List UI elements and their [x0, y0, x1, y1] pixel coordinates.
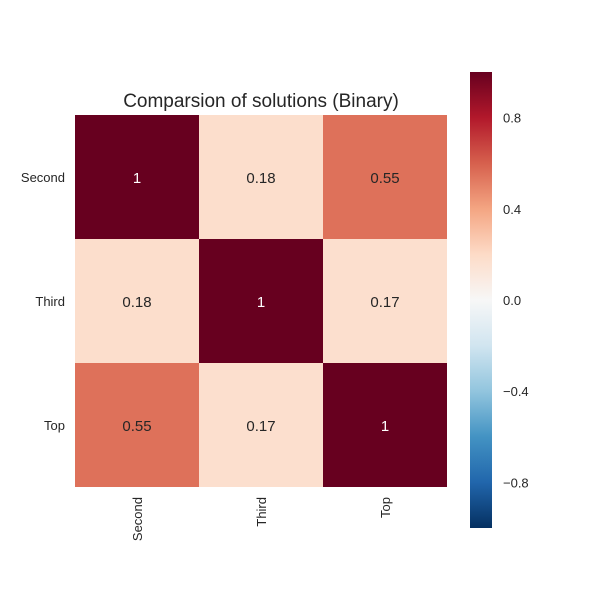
- heatmap-cell-third-second: [75, 239, 199, 363]
- row-labels: Second Third Top: [21, 170, 65, 433]
- row-label-top: Top: [44, 418, 65, 433]
- heatmap-cell-third-third: [199, 239, 323, 363]
- chart-title: Comparsion of solutions (Binary): [123, 91, 399, 112]
- heatmap-cells: 1 0.18 0.55 0.18 1 0.17 0.55 0.17 1: [75, 115, 447, 487]
- cell-value-label: 1: [133, 170, 141, 187]
- heatmap-cell-second-third: [199, 115, 323, 239]
- cell-value-label: 0.17: [246, 418, 275, 435]
- colorbar-tick-label: 0.4: [503, 202, 521, 217]
- heatmap-cell-top-top: [323, 363, 447, 487]
- colorbar-tick-label: −0.8: [503, 475, 529, 490]
- cell-value-label: 1: [257, 294, 265, 311]
- heatmap-cell-second-top: [323, 115, 447, 239]
- colorbar-tick-label: −0.4: [503, 384, 529, 399]
- colorbar-tick-label: 0.8: [503, 111, 521, 126]
- column-label-top: Top: [378, 497, 393, 518]
- colorbar-tick-label: 0.0: [503, 293, 521, 308]
- colorbar-ticks: 0.8 0.4 0.0 −0.4 −0.8: [503, 111, 529, 491]
- heatmap-cell-top-second: [75, 363, 199, 487]
- heatmap-cell-top-third: [199, 363, 323, 487]
- heatmap-cell-second-second: [75, 115, 199, 239]
- column-label-second: Second: [130, 497, 145, 541]
- cell-value-label: 0.18: [122, 294, 151, 311]
- row-label-third: Third: [35, 294, 65, 309]
- cell-value-label: 0.17: [370, 294, 399, 311]
- cell-value-label: 0.18: [246, 170, 275, 187]
- row-label-second: Second: [21, 170, 65, 185]
- heatmap-cell-third-top: [323, 239, 447, 363]
- cell-value-label: 0.55: [370, 170, 399, 187]
- cell-value-label: 1: [381, 418, 389, 435]
- colorbar: [470, 72, 492, 528]
- cell-value-label: 0.55: [122, 418, 151, 435]
- column-label-third: Third: [254, 497, 269, 527]
- column-labels: Second Third Top: [130, 497, 393, 541]
